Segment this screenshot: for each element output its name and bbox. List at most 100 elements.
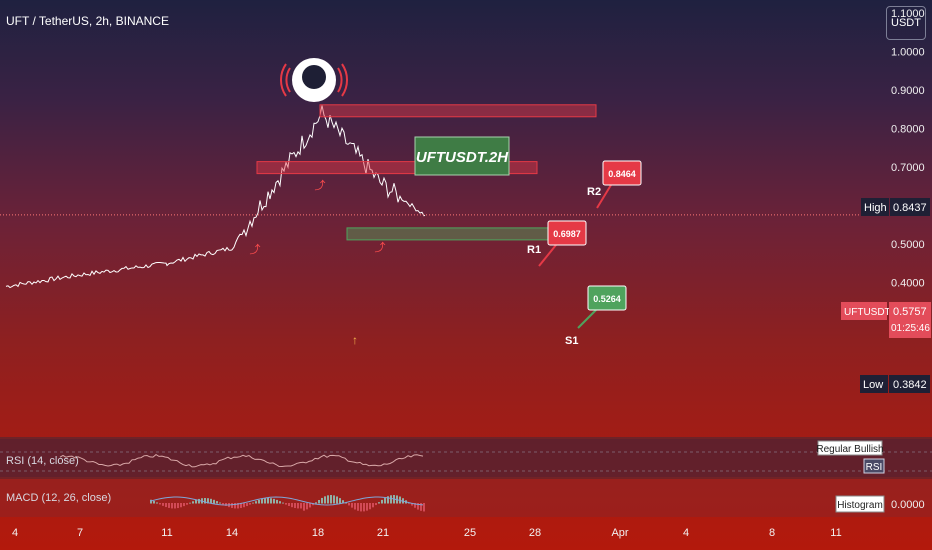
high-label: High: [864, 202, 887, 214]
macd-histogram-bar: [327, 495, 329, 504]
macd-histogram-bar: [351, 503, 353, 508]
time-tick-label: Apr: [611, 527, 628, 539]
macd-histogram-bar: [372, 503, 374, 508]
macd-histogram-bar: [255, 501, 257, 504]
macd-label[interactable]: MACD (12, 26, close): [6, 492, 112, 504]
macd-histogram-bar: [183, 503, 185, 507]
r2-zone: [319, 104, 597, 118]
time-tick-label: 18: [312, 527, 324, 539]
macd-histogram-bar: [246, 503, 248, 507]
rsi-pane: [0, 439, 932, 477]
macd-histogram-bar: [375, 503, 377, 506]
macd-badge: [835, 495, 885, 513]
top-marker-icon: ⤴: [315, 178, 326, 192]
price-tick-label: 0.9000: [891, 85, 925, 97]
price-tick-label: 0.8000: [891, 124, 925, 136]
macd-line: [149, 496, 424, 506]
macd-histogram-bar: [336, 496, 338, 504]
macd-histogram-bar: [411, 503, 413, 506]
rsi-badge-text: Regular Bullish: [816, 444, 883, 455]
watermark-box: [414, 136, 510, 176]
bottom-marker-icon: ↑: [352, 333, 358, 347]
macd-histogram-bar: [264, 498, 266, 504]
symbol-title[interactable]: UFT / TetherUS, 2h, BINANCE: [6, 14, 169, 28]
time-tick-label: 7: [77, 527, 83, 539]
r2-value-box: [602, 160, 642, 186]
price-tick-label: 0.4000: [891, 278, 925, 290]
macd-histogram-bar: [279, 501, 281, 504]
macd-histogram-bar: [318, 500, 320, 504]
macd-histogram-bar: [237, 503, 239, 509]
macd-histogram-bar: [213, 499, 215, 504]
macd-histogram-bar: [321, 497, 323, 504]
high-value-badge: [890, 198, 930, 216]
r2-pointer: [596, 184, 612, 209]
macd-histogram-bar: [186, 503, 188, 505]
macd-histogram-bar: [291, 503, 293, 508]
r2-value: 0.8464: [608, 169, 636, 179]
top-marker-icon: ⤴: [375, 240, 386, 254]
macd-histogram-bar: [315, 502, 317, 504]
watermark-text: UFTUSDT.2H: [416, 149, 509, 166]
current-price-badge: [889, 302, 931, 338]
macd-histogram-bar: [342, 500, 344, 504]
logo-signal: [279, 63, 349, 97]
macd-histogram-bar: [345, 502, 347, 504]
macd-histogram-bar: [333, 495, 335, 504]
r1-pointer: [538, 244, 557, 267]
macd-histogram-bar: [171, 503, 173, 509]
low-value: 0.3842: [893, 379, 927, 391]
macd-histogram-bar: [252, 502, 254, 504]
macd-histogram-bar: [192, 501, 194, 504]
macd-histogram-bar: [150, 499, 152, 504]
r1-value: 0.6987: [553, 229, 581, 239]
macd-badge-text: Histogram: [837, 500, 883, 511]
macd-histogram-bar: [261, 498, 263, 504]
macd-histogram-bar: [207, 498, 209, 504]
macd-histogram-bar: [339, 498, 341, 504]
time-tick-label: 8: [769, 527, 775, 539]
high-badge: [861, 198, 889, 216]
price-tick-label: 1.1000: [891, 8, 925, 20]
macd-histogram-bar: [324, 496, 326, 504]
macd-histogram-bar: [243, 503, 245, 508]
macd-histogram-bar: [300, 503, 302, 509]
s1-label: S1: [565, 335, 578, 347]
price-tick-label: 0.5000: [891, 239, 925, 251]
s1-pointer: [577, 309, 597, 329]
s1-zone: [346, 227, 576, 241]
macd-histogram-bar: [420, 503, 422, 511]
symbol-badge: [841, 302, 887, 320]
r2-label: R2: [587, 186, 601, 198]
macd-histogram-bar: [195, 499, 197, 504]
macd-histogram-bar: [303, 503, 305, 511]
r1-label: R1: [527, 244, 541, 256]
macd-histogram-bar: [249, 503, 251, 505]
macd-histogram-bar: [378, 502, 380, 504]
rsi-tag-text: RSI: [866, 462, 883, 473]
macd-histogram-bar: [159, 503, 161, 505]
symbol-label: UFTUSDT: [844, 307, 891, 318]
time-tick-label: 11: [161, 527, 172, 539]
rsi-badge: [817, 440, 883, 456]
macd-histogram-bar: [288, 503, 290, 507]
macd-histogram-bar: [390, 495, 392, 504]
macd-histogram-bar: [162, 503, 164, 506]
macd-histogram-bar: [219, 502, 221, 504]
rsi-label[interactable]: RSI (14, close): [6, 455, 79, 467]
macd-histogram-bar: [387, 496, 389, 504]
macd-histogram-bar: [210, 498, 212, 504]
time-tick-label: 14: [226, 527, 238, 539]
currency-scale-button[interactable]: USDT: [886, 6, 926, 40]
time-tick-label: 25: [464, 527, 476, 539]
macd-histogram-bar: [384, 497, 386, 504]
macd-histogram-bar: [231, 503, 233, 508]
low-label: Low: [863, 379, 883, 391]
macd-histogram-bar: [417, 503, 419, 510]
macd-histogram-bar: [222, 503, 224, 505]
macd-histogram-bar: [330, 495, 332, 504]
time-tick-label: 4: [12, 527, 18, 539]
macd-histogram-bar: [204, 498, 206, 504]
macd-histogram-bar: [294, 503, 296, 509]
